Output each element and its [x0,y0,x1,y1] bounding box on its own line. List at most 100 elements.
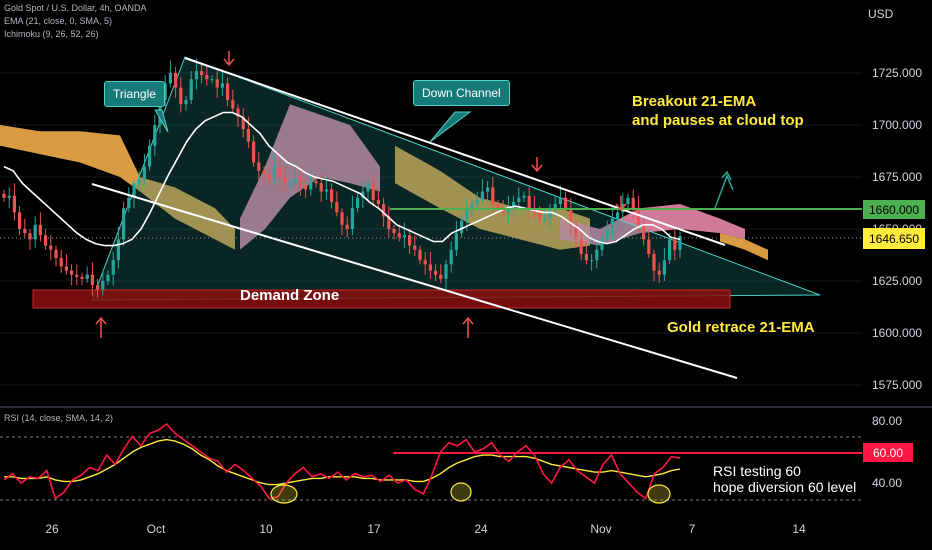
rsi-axis: 80.00 40.00 [872,414,902,490]
candle [96,278,100,298]
candle [54,245,58,267]
candle-body [678,235,682,250]
candle [392,224,396,240]
rsi-low-circle-2 [450,482,472,502]
candle-body [194,70,198,80]
candle-body [246,129,250,142]
candle [241,108,245,138]
candle [298,166,302,196]
channel-upper-line [184,57,726,246]
candle-body [428,264,432,271]
candle-body [605,229,609,240]
candle-body [215,79,219,88]
candle-body [153,125,157,146]
candle-body [444,264,448,279]
candle [600,235,604,257]
candle-body [220,83,224,88]
candle-body [574,224,578,240]
candle-body [340,212,344,225]
candle [579,231,583,261]
candle [371,174,375,207]
time-tick-label: 10 [259,522,273,536]
time-tick-label: 14 [792,522,806,536]
candle [402,222,406,248]
candle-body [590,260,594,262]
time-tick-label: 24 [474,522,488,536]
channel-bubble-tail [429,111,472,143]
gold-retrace-note: Gold retrace 21-EMA [667,319,815,336]
price-tick-label: 1675.000 [872,170,922,184]
candle-body [454,233,458,250]
candle-body [101,281,105,290]
candle-body [64,266,68,271]
candle-body [662,260,666,275]
candle-body [80,276,84,279]
candle [59,249,63,273]
candle-body [241,116,245,130]
rsi-note-line2: hope diversion 60 level [713,479,857,495]
price-axis[interactable]: 1725.0001700.0001675.0001650.0001625.000… [872,66,922,392]
price-tick-label: 1575.000 [872,378,922,392]
candle [28,229,32,250]
candle-body [137,179,141,184]
demand-zone [32,289,731,309]
resistance-price-tag: 1660.000 [863,200,925,219]
ichimoku-legend[interactable]: Ichimoku (9, 26, 52, 26) [4,29,99,39]
candle [642,218,646,246]
rsi-low-circle-1 [270,484,298,504]
ema-legend[interactable]: EMA (21, close, 0, SMA, 5) [4,16,113,26]
demand-zone-label: Demand Zone [240,287,340,304]
candle-body [148,145,152,167]
candle [64,253,68,275]
time-axis[interactable]: 26 Oct 10 17 24 Nov 7 14 [45,522,806,536]
candle [75,264,79,286]
candle-body [293,179,297,184]
candle [418,245,422,265]
candle-body [595,249,599,261]
candle-body [527,195,531,209]
candle-body [324,189,328,192]
candle-body [278,166,282,177]
rsi-tick-label: 80.00 [872,414,902,428]
candle-body [408,235,412,246]
time-tick-label: 7 [689,522,696,536]
price-tick-label: 1725.000 [872,66,922,80]
candle [116,226,120,269]
candle [590,253,594,271]
candle [262,166,266,184]
candle-body [517,197,521,202]
candle [283,166,287,192]
breakout-note-line2: and pauses at cloud top [632,112,804,129]
candle-body [236,108,240,117]
candle-body [486,187,490,192]
candle [257,152,261,182]
candle-body [122,208,126,240]
candle [189,70,193,105]
candle-body [366,183,370,192]
candle-body [470,204,474,209]
candle [90,262,94,296]
candle-body [371,183,375,200]
candle [12,183,16,221]
breakout-arrow [714,173,734,209]
candle-body [402,235,406,238]
candle-body [184,100,188,105]
candle-body [392,229,396,234]
last-price-tag: 1646.650 [863,228,925,249]
candle-body [163,83,167,101]
candle-body [44,235,48,246]
ema-21-line [3,111,681,247]
candle-body [387,216,391,229]
candle [584,241,588,265]
rsi-legend[interactable]: RSI (14, close, SMA, 14, 2) [4,413,114,423]
triangle-bubble-tail [154,109,169,133]
candle [122,201,126,246]
rsi-low-circle-3 [647,484,671,504]
candle-body [423,260,427,265]
candle-body [116,239,120,261]
candle-body [642,224,646,240]
candle [361,181,365,209]
candle [657,262,661,284]
symbol-title[interactable]: Gold Spot / U.S. Dollar, 4h, OANDA [4,3,147,13]
